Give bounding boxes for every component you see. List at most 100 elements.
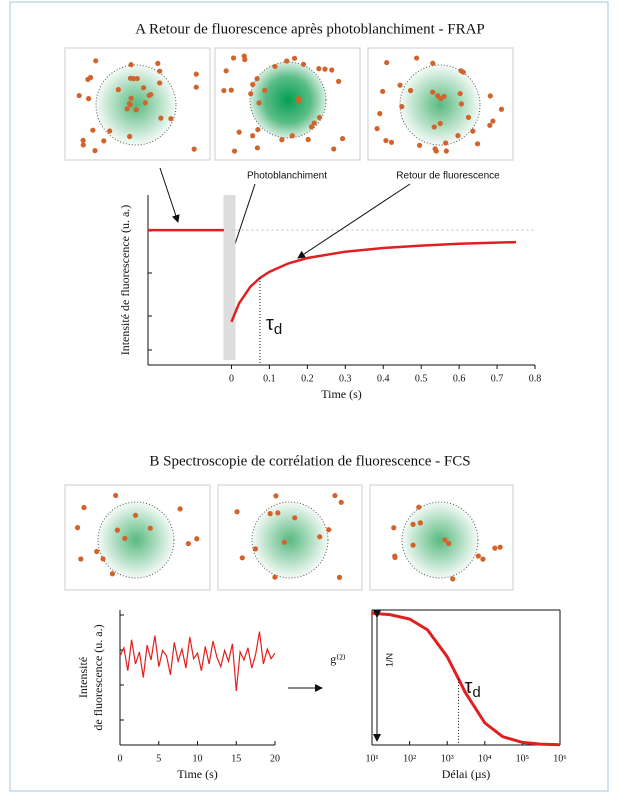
- molecule: [148, 91, 154, 98]
- y-axis-label: Intensité de fluorescence (u. a.): [118, 205, 132, 356]
- molecule: [339, 135, 346, 142]
- molecule: [475, 553, 481, 559]
- molecule: [487, 122, 493, 128]
- data-line: [371, 611, 561, 747]
- molecule: [338, 499, 344, 505]
- x-tick-label: 10: [193, 753, 203, 764]
- x-axis-label: Délai (µs): [442, 767, 491, 781]
- x-tick-label: 10²: [403, 753, 416, 764]
- focal-volume: [95, 64, 177, 146]
- molecule: [431, 124, 437, 130]
- x-tick-label: 0: [229, 373, 234, 384]
- tau-label: τd: [266, 313, 282, 338]
- molecule: [437, 120, 443, 127]
- data-line: [119, 631, 276, 692]
- molecule: [241, 53, 247, 59]
- molecule: [417, 520, 423, 526]
- molecule: [392, 553, 398, 559]
- molecule: [497, 544, 503, 550]
- layer: 0 0.1 0.2 0.3 0.4 0.5 0.6 0.7 0.8 Time (s) Intensi…: [64, 47, 567, 781]
- molecule: [490, 118, 496, 124]
- focal-volume: [249, 61, 327, 139]
- molecule: [414, 55, 420, 61]
- molecule: [300, 61, 307, 67]
- x-tick-label: 5: [156, 753, 161, 764]
- molecule: [81, 504, 87, 511]
- molecule: [140, 85, 147, 91]
- molecule: [133, 107, 139, 113]
- x-tick-label: 0.7: [491, 373, 504, 384]
- molecule: [256, 100, 262, 106]
- molecule: [279, 137, 285, 143]
- molecule: [291, 55, 298, 61]
- molecule: [74, 525, 81, 531]
- molecule: [460, 69, 466, 75]
- molecule: [101, 138, 107, 144]
- molecule: [127, 133, 133, 140]
- molecule: [80, 142, 86, 148]
- molecule: [221, 87, 227, 94]
- molecule: [223, 68, 229, 74]
- molecule: [273, 493, 279, 499]
- molecule: [109, 571, 115, 577]
- molecule: [193, 84, 199, 90]
- molecule: [93, 58, 99, 64]
- tau-label: τd: [465, 676, 481, 701]
- molecule: [230, 55, 237, 61]
- molecule: [80, 137, 86, 143]
- molecule: [78, 556, 84, 562]
- molecule: [132, 512, 139, 518]
- molecule: [292, 515, 298, 521]
- molecule: [114, 527, 120, 533]
- panel-b-title: B Spectroscopie de corrélation de fluore…: [149, 453, 470, 469]
- molecule: [397, 82, 403, 88]
- molecule: [380, 88, 386, 95]
- molecule: [433, 148, 439, 154]
- x-tick-label: 10¹: [366, 753, 379, 764]
- molecule: [128, 62, 134, 68]
- molecule: [331, 146, 337, 152]
- annotation: Photoblanchiment: [247, 171, 327, 182]
- molecule: [228, 87, 234, 93]
- molecule: [410, 542, 416, 548]
- molecule: [458, 101, 464, 107]
- molecule: [446, 540, 452, 547]
- molecule: [308, 124, 315, 130]
- tau-symbol: τ: [266, 313, 274, 335]
- molecule: [191, 146, 197, 152]
- data-line: [230, 240, 517, 323]
- molecule: [157, 80, 163, 86]
- molecule: [185, 540, 191, 547]
- molecule: [284, 58, 290, 64]
- x-axis-label: Time (s): [177, 767, 218, 781]
- molecule: [492, 545, 498, 551]
- x-tick-label: 0.6: [453, 373, 466, 384]
- molecule: [416, 504, 422, 510]
- molecule: [272, 63, 278, 70]
- panel-a-title: A Retour de fluorescence après photoblan…: [135, 21, 485, 37]
- molecule: [92, 148, 98, 154]
- molecule: [443, 140, 449, 146]
- molecule: [311, 120, 317, 126]
- molecule: [465, 114, 472, 120]
- x-tick-label: 0.3: [339, 373, 352, 384]
- molecule: [248, 91, 254, 97]
- molecule: [113, 492, 119, 499]
- molecule: [305, 136, 311, 143]
- focal-volume: [399, 64, 481, 146]
- x-tick-label: 0.4: [377, 373, 390, 384]
- molecule: [126, 100, 133, 107]
- x-tick-label: 0.1: [263, 373, 276, 384]
- molecule: [498, 106, 505, 112]
- x-tick-label: 0.2: [301, 373, 314, 384]
- molecule: [107, 128, 113, 134]
- molecule: [193, 71, 199, 77]
- molecule: [317, 534, 323, 540]
- molecule: [131, 76, 137, 82]
- molecule: [254, 76, 260, 82]
- x-tick-label: 20: [270, 753, 280, 764]
- molecule: [94, 548, 100, 555]
- molecule: [239, 555, 245, 561]
- molecule: [430, 60, 436, 66]
